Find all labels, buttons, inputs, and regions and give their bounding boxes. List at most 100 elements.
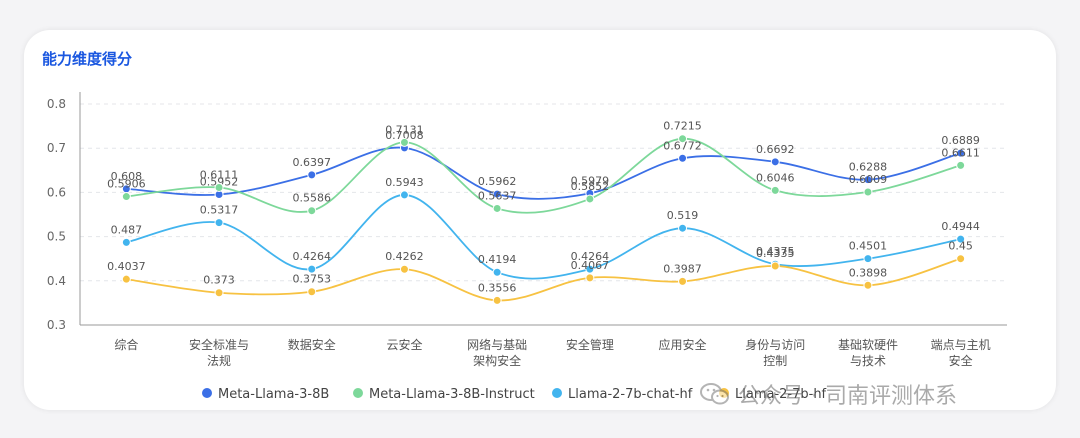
- data-label: 0.6692: [756, 143, 795, 156]
- data-label: 0.6009: [849, 173, 888, 186]
- data-point: [121, 192, 131, 202]
- data-label: 0.4375: [756, 245, 795, 258]
- y-tick-label: 0.6: [47, 185, 66, 199]
- data-point: [956, 254, 966, 264]
- data-label: 0.4501: [849, 240, 888, 253]
- x-tick-label: 网络与基础: [467, 337, 527, 352]
- data-point: [956, 148, 966, 158]
- data-point: [770, 185, 780, 195]
- y-tick-label: 0.8: [47, 97, 66, 111]
- data-point: [121, 237, 131, 247]
- data-label: 0.4067: [571, 259, 610, 272]
- data-point: [863, 187, 873, 197]
- data-label: 0.5317: [200, 204, 239, 217]
- data-label: 0.5586: [293, 192, 332, 205]
- y-tick-label: 0.4: [47, 274, 66, 288]
- series-line: [126, 257, 961, 302]
- x-tick-label: 身份与访问: [745, 337, 805, 352]
- data-label: 0.4264: [293, 250, 332, 263]
- data-point: [585, 194, 595, 204]
- chart-title: 能力维度得分: [42, 50, 133, 68]
- data-point: [492, 203, 502, 213]
- data-point: [956, 160, 966, 170]
- data-point: [863, 254, 873, 264]
- data-point: [399, 190, 409, 200]
- chart-card: [24, 30, 1056, 410]
- x-tick-label: 架构安全: [473, 353, 521, 368]
- data-point: [492, 189, 502, 199]
- data-point: [121, 274, 131, 284]
- legend-marker: [353, 388, 363, 398]
- data-point: [678, 223, 688, 233]
- data-point: [678, 153, 688, 163]
- data-label: 0.45: [948, 240, 973, 253]
- x-tick-label: 与技术: [850, 354, 886, 368]
- x-tick-label: 端点与主机: [931, 338, 991, 352]
- legend-marker: [202, 388, 212, 398]
- x-tick-label: 综合: [114, 337, 138, 352]
- x-tick-label: 安全管理: [566, 337, 614, 352]
- data-label: 0.5906: [107, 178, 146, 191]
- data-label: 0.3753: [293, 273, 332, 286]
- data-point: [956, 234, 966, 244]
- data-label: 0.6288: [849, 161, 888, 174]
- data-label: 0.5852: [571, 180, 610, 193]
- data-label: 0.4335: [756, 247, 795, 260]
- watermark-text: 公众号 · 司南评测体系: [738, 384, 957, 409]
- data-label: 0.7131: [385, 123, 424, 136]
- y-tick-label: 0.3: [47, 318, 66, 332]
- data-point: [214, 218, 224, 228]
- wechat-icon: [700, 383, 729, 405]
- data-label: 0.3898: [849, 266, 888, 279]
- data-point: [492, 295, 502, 305]
- x-tick-label: 数据安全: [288, 337, 336, 352]
- data-label: 0.4264: [571, 250, 610, 263]
- data-point: [214, 182, 224, 192]
- data-point: [307, 206, 317, 216]
- data-point: [307, 264, 317, 274]
- data-label: 0.7215: [663, 120, 702, 133]
- data-point: [307, 170, 317, 180]
- data-point: [307, 287, 317, 297]
- series-line: [126, 137, 961, 214]
- data-point: [863, 175, 873, 185]
- series-line: [126, 146, 961, 200]
- data-label: 0.4262: [385, 250, 424, 263]
- data-label: 0.373: [203, 274, 235, 287]
- data-label: 0.519: [667, 209, 699, 222]
- data-label: 0.6889: [941, 134, 980, 147]
- data-point: [678, 134, 688, 144]
- data-point: [863, 280, 873, 290]
- data-label: 0.5979: [571, 174, 610, 187]
- x-tick-label: 应用安全: [659, 337, 707, 352]
- legend-label: Llama-2-7b-hf: [735, 387, 827, 402]
- data-label: 0.3987: [663, 262, 702, 275]
- data-label: 0.6772: [663, 139, 702, 152]
- x-tick-label: 云安全: [386, 337, 422, 352]
- data-label: 0.608: [111, 170, 143, 183]
- data-label: 0.7008: [385, 129, 424, 142]
- data-label: 0.5952: [200, 176, 239, 189]
- y-tick-label: 0.5: [47, 230, 66, 244]
- data-point: [770, 157, 780, 167]
- data-label: 0.487: [111, 223, 143, 236]
- data-label: 0.4037: [107, 260, 146, 273]
- data-point: [770, 261, 780, 271]
- legend-label: Llama-2-7b-chat-hf: [568, 387, 693, 402]
- data-label: 0.4194: [478, 253, 517, 266]
- data-point: [585, 273, 595, 283]
- data-point: [492, 267, 502, 277]
- legend-label: Meta-Llama-3-8B-Instruct: [369, 387, 535, 402]
- watermark: 公众号 · 司南评测体系: [700, 378, 957, 410]
- data-point: [399, 264, 409, 274]
- x-tick-label: 安全: [949, 353, 973, 368]
- data-label: 0.6046: [756, 171, 795, 184]
- data-label: 0.6111: [200, 168, 239, 181]
- y-tick-label: 0.7: [47, 141, 66, 155]
- data-label: 0.5637: [478, 189, 517, 202]
- data-point: [678, 276, 688, 286]
- data-label: 0.5962: [478, 175, 517, 188]
- data-label: 0.6611: [941, 146, 980, 159]
- x-tick-label: 法规: [207, 353, 231, 368]
